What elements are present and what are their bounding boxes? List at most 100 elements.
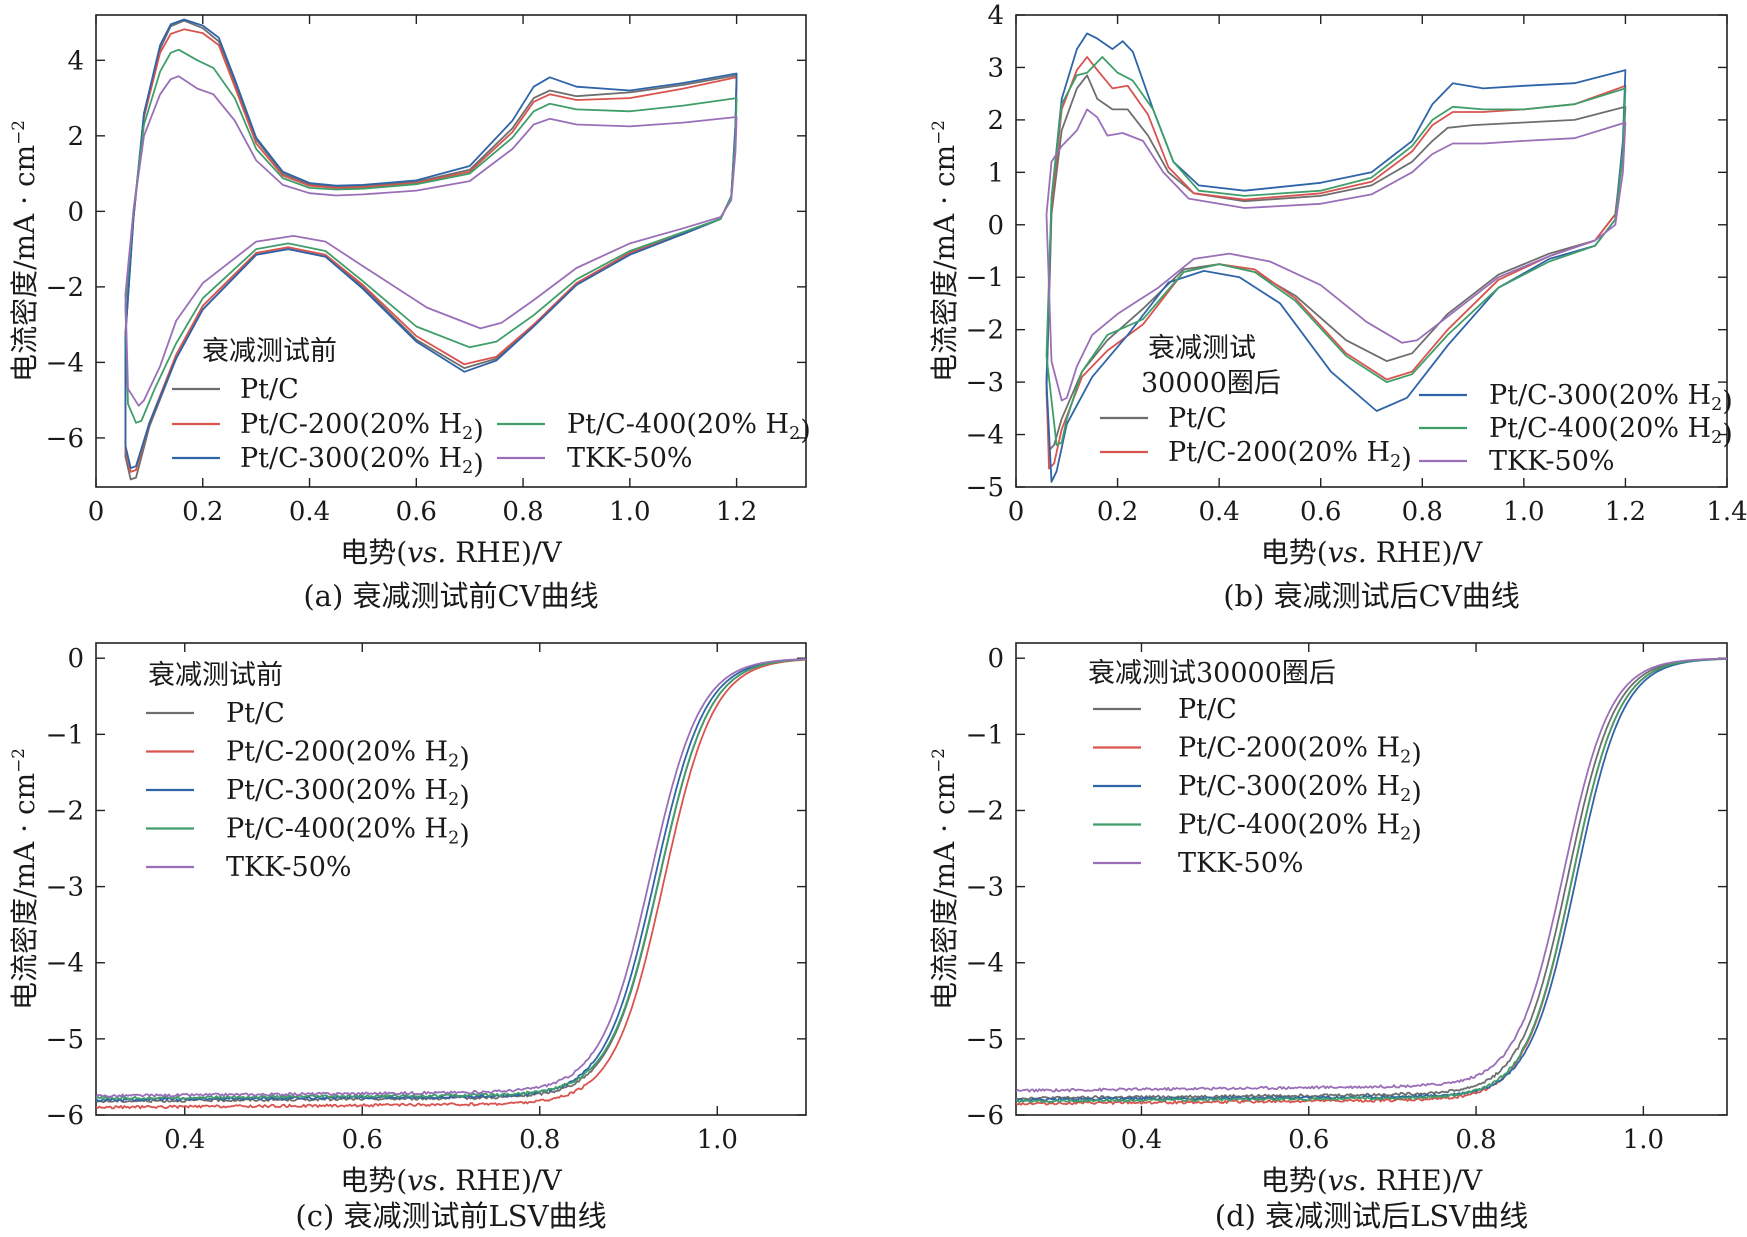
- x-tick-label: 0.8: [1455, 1125, 1496, 1155]
- panel-a: 0 0.2 0.4 0.6 0.8 1.0 1.2 −6 −4 −2 0 2 4 电势(vs. RHE)/…: [8, 14, 811, 613]
- legend-label: Pt/C-400(20% H2): [1178, 810, 1422, 847]
- y-tick-label: 0: [67, 197, 84, 227]
- y-tick-label: 0: [987, 211, 1004, 241]
- legend-label: Pt/C-400(20% H2): [567, 409, 811, 446]
- x-tick-label: 1.2: [1605, 497, 1646, 527]
- y-tick-label: −6: [46, 424, 84, 454]
- legend-label: Pt/C-200(20% H2): [1178, 733, 1422, 770]
- x-tick-label: 0.4: [1198, 497, 1239, 527]
- x-tick-label: 0.8: [1402, 497, 1443, 527]
- y-tick-label: −6: [46, 1101, 84, 1131]
- legend-label: Pt/C: [1178, 694, 1237, 725]
- legend-label: TKK-50%: [1178, 848, 1304, 879]
- legend-title: 衰减测试前: [202, 336, 337, 367]
- panel-caption: (d) 衰减测试后LSV曲线: [1215, 1199, 1528, 1233]
- series-line-2: [124, 18, 738, 469]
- legend-label: Pt/C-300(20% H2): [226, 775, 470, 812]
- series-line-1: [124, 28, 738, 473]
- axes-frame: [1015, 642, 1728, 1116]
- axes-frame: [1015, 14, 1728, 488]
- series-group: [124, 18, 738, 481]
- legend-label: Pt/C-300(20% H2): [1178, 771, 1422, 808]
- x-axis-label: 电势(vs. RHE)/V: [340, 536, 562, 569]
- x-tick-label: 0.6: [342, 1125, 383, 1155]
- legend-label: Pt/C-400(20% H2): [1489, 413, 1733, 450]
- x-tick-label: 0.8: [502, 497, 543, 527]
- series-line-0: [1016, 657, 1727, 1101]
- x-tick-label: 0: [88, 497, 105, 527]
- axes-frame: [95, 14, 807, 488]
- panel-caption: (c) 衰减测试前LSV曲线: [295, 1199, 606, 1233]
- x-tick-label: 1.0: [1503, 497, 1544, 527]
- x-axis-label: 电势(vs. RHE)/V: [1261, 1164, 1483, 1197]
- y-tick-label: −6: [966, 1101, 1004, 1131]
- panel-caption: (a) 衰减测试前CV曲线: [303, 579, 598, 613]
- y-tick-label: 4: [987, 1, 1004, 31]
- legend-label: Pt/C: [240, 374, 299, 405]
- series-line-3: [1016, 657, 1727, 1104]
- y-tick-label: 2: [67, 122, 84, 152]
- y-tick-label: −5: [966, 473, 1004, 503]
- y-tick-label: −2: [966, 316, 1004, 346]
- legend-label: Pt/C-200(20% H2): [226, 737, 470, 774]
- y-tick-label: −1: [966, 720, 1004, 750]
- series-line-4: [1045, 108, 1627, 402]
- series-line-0: [96, 658, 806, 1104]
- y-tick-label: 1: [987, 158, 1004, 188]
- legend-label: Pt/C-200(20% H2): [1168, 437, 1412, 474]
- y-tick-label: 0: [987, 644, 1004, 674]
- series-group: [1016, 657, 1727, 1106]
- x-tick-label: 1.0: [697, 1125, 738, 1155]
- y-tick-label: −2: [966, 796, 1004, 826]
- series-line-4: [1016, 657, 1727, 1093]
- legend-title: 衰减测试前: [148, 660, 283, 691]
- series-line-1: [1016, 657, 1727, 1106]
- y-tick-label: −1: [46, 720, 84, 750]
- y-axis-label: 电流密度/mA · cm−2: [928, 120, 961, 382]
- x-tick-label: 0.2: [182, 497, 223, 527]
- axes-frame: [95, 642, 807, 1116]
- y-tick-label: −1: [966, 263, 1004, 293]
- legend-title: 衰减测试30000圈后: [1088, 658, 1336, 689]
- y-tick-label: −5: [966, 1025, 1004, 1055]
- series-line-3: [1045, 56, 1627, 446]
- x-tick-label: 1.2: [716, 497, 757, 527]
- series-line-4: [96, 658, 806, 1098]
- y-tick-label: −2: [46, 796, 84, 826]
- legend: 衰减测试30000圈后 Pt/C Pt/C-200(20% H2)Pt/C-300(…: [1088, 658, 1422, 879]
- y-tick-label: −4: [46, 348, 84, 378]
- y-tick-label: 3: [987, 53, 1004, 83]
- x-tick-label: 0.8: [519, 1125, 560, 1155]
- x-axis-label: 电势(vs. RHE)/V: [340, 1164, 562, 1197]
- x-tick-label: 0.6: [1300, 497, 1341, 527]
- y-tick-label: 4: [67, 46, 84, 76]
- panel-d: 0.4 0.6 0.8 1.0 −6 −5 −4 −3 −2 −1 0 电势(vs. RHE)/V 电流…: [928, 642, 1728, 1233]
- series-line-4: [124, 75, 738, 407]
- y-tick-label: −3: [966, 368, 1004, 398]
- x-tick-label: 1.4: [1706, 497, 1747, 527]
- x-tick-label: 0.2: [1097, 497, 1138, 527]
- y-tick-label: −5: [46, 1025, 84, 1055]
- y-axis-label: 电流密度/mA · cm−2: [928, 748, 961, 1010]
- y-axis-label: 电流密度/mA · cm−2: [8, 120, 41, 382]
- series-line-3: [124, 48, 738, 424]
- y-axis-label: 电流密度/mA · cm−2: [8, 748, 41, 1010]
- series-line-2: [1045, 32, 1627, 483]
- y-tick-label: −2: [46, 273, 84, 303]
- legend-label: TKK-50%: [567, 443, 693, 474]
- y-tick-label: −4: [46, 949, 84, 979]
- x-tick-label: 0: [1008, 497, 1025, 527]
- y-tick-label: −3: [46, 873, 84, 903]
- legend-label: TKK-50%: [226, 852, 352, 883]
- series-line-2: [1016, 658, 1727, 1102]
- legend-label: Pt/C-300(20% H2): [1489, 380, 1733, 417]
- legend-label: Pt/C-400(20% H2): [226, 814, 470, 851]
- y-tick-label: −4: [966, 421, 1004, 451]
- x-tick-label: 1.0: [1623, 1125, 1664, 1155]
- y-tick-label: 2: [987, 106, 1004, 136]
- x-axis-label: 电势(vs. RHE)/V: [1261, 536, 1483, 569]
- legend-label: Pt/C-300(20% H2): [240, 443, 484, 480]
- legend-label: Pt/C: [1168, 403, 1227, 434]
- legend: 衰减测试前 Pt/C Pt/C-200(20% H2)Pt/C-300(20% H2…: [146, 660, 470, 883]
- panel-b: 0 0.2 0.4 0.6 0.8 1.0 1.2 1.4 −5 −4 −3 −2 −1 0 1 2 3 4 电势(…: [928, 1, 1747, 613]
